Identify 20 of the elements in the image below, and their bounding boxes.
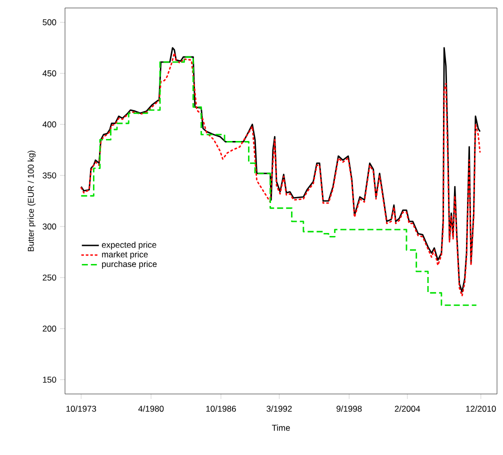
x-tick-label: 9/1998: [336, 406, 362, 412]
y-tick-label: 200: [42, 326, 56, 332]
y-axis-title: Butter price (EUR / 100 kg): [28, 150, 36, 252]
y-tick-label: 500: [42, 19, 56, 26]
x-tick-label: 2/2004: [394, 406, 420, 412]
x-axis-title: Time: [272, 424, 290, 431]
legend-label: expected price: [102, 242, 156, 250]
x-tick-label: 10/1986: [206, 406, 236, 412]
x-tick-label: 4/1980: [138, 406, 164, 412]
x-tick-label: 3/1992: [266, 406, 292, 412]
legend-label: market price: [102, 251, 148, 260]
y-tick-label: 400: [42, 121, 56, 128]
x-tick-label: 12/2010: [466, 406, 496, 412]
y-tick-label: 300: [42, 224, 56, 230]
y-tick-label: 350: [42, 172, 56, 178]
y-tick-label: 450: [42, 70, 56, 76]
x-tick-label: 10/1973: [66, 406, 96, 412]
y-tick-label: 150: [43, 376, 56, 383]
legend-label: purchase price: [102, 260, 157, 269]
y-tick-label: 250: [42, 274, 56, 281]
